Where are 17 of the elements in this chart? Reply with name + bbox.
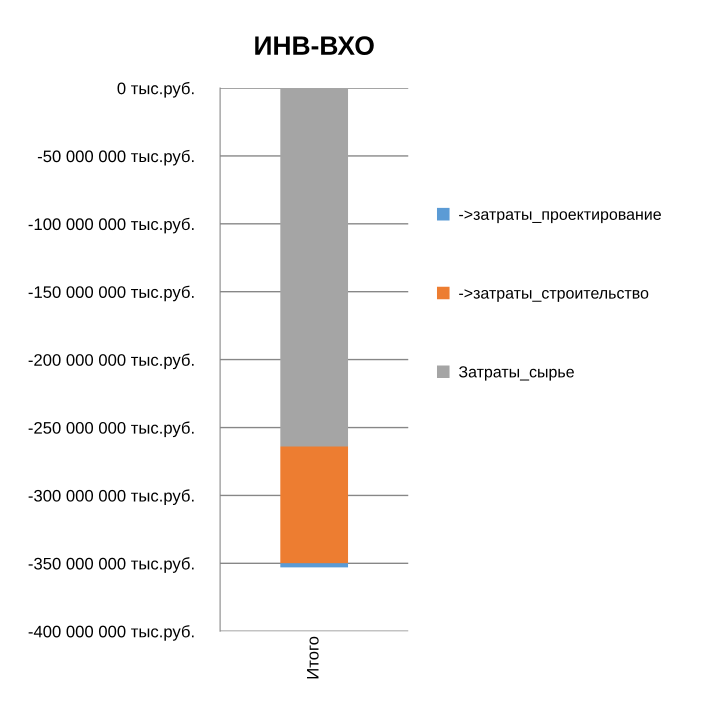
legend-label: ->затраты_проектирование [459,210,661,224]
y-tick-label: -100 000 000 тыс.руб. [28,218,194,234]
y-tick-label: 0 тыс.руб. [118,82,194,98]
y-tick-label: -300 000 000 тыс.руб. [28,489,194,505]
y-tick-label: -50 000 000 тыс.руб. [38,150,194,166]
y-tick-label: -200 000 000 тыс.руб. [28,354,194,370]
bar [280,88,348,447]
legend-label: ->затраты_строительство [459,289,648,302]
chart-title: ИНВ-ВХО [255,36,374,55]
x-tick-label: Итого [307,636,319,678]
bar [280,563,348,568]
y-tick-label: -400 000 000 тыс.руб. [28,625,194,641]
legend-label: Затраты_сырье [458,366,574,381]
bar [280,446,348,564]
y-tick-label: -250 000 000 тыс.руб. [28,421,194,438]
y-tick-label: -350 000 000 тыс.руб. [28,557,194,573]
y-tick-label: -150 000 000 тыс.руб. [28,286,194,302]
